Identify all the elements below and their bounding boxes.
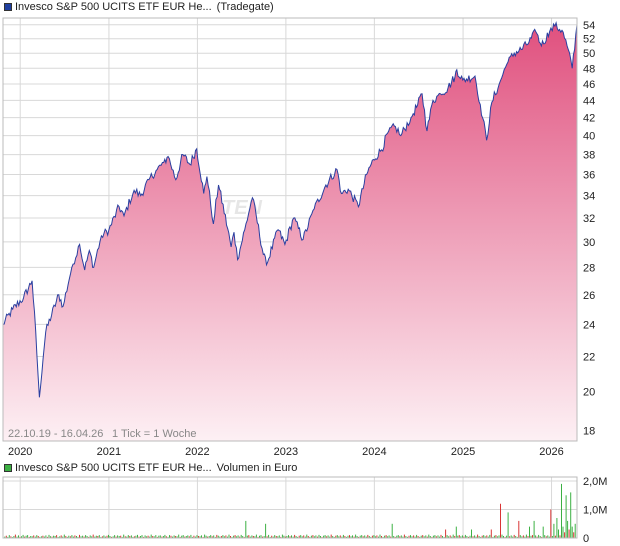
- volume-bars: [4, 483, 576, 538]
- volume-y-tick-label: 0: [583, 533, 589, 545]
- y-tick-label: 22: [583, 351, 595, 363]
- date-range-label: 22.10.19 - 16.04.26: [8, 428, 103, 440]
- x-tick-label: 2022: [185, 446, 209, 458]
- y-tick-label: 54: [583, 20, 595, 32]
- y-tick-label: 48: [583, 63, 595, 75]
- x-tick-label: 2021: [97, 446, 121, 458]
- volume-y-axis: 0 1,0M 2,0M: [583, 476, 607, 545]
- x-axis: 2020 2021 2022 2023 2024 2025 2026: [8, 446, 564, 458]
- price-area: [3, 22, 577, 442]
- y-tick-label: 40: [583, 131, 595, 143]
- price-y-axis: 18 20 22 24 26 28 30 32 34 36 38 40 42 44 46 48 50 52 54: [583, 20, 595, 438]
- volume-grid: [3, 477, 577, 538]
- y-tick-label: 20: [583, 387, 595, 399]
- y-tick-label: 30: [583, 237, 595, 249]
- y-tick-label: 50: [583, 48, 595, 60]
- y-tick-label: 44: [583, 95, 595, 107]
- y-tick-label: 26: [583, 290, 595, 302]
- price-line: [2, 20, 578, 398]
- volume-y-tick-label: 1,0M: [583, 505, 607, 517]
- price-plot-frame: [2, 17, 578, 442]
- volume-legend-unit: Volumen in Euro: [216, 462, 298, 474]
- x-tick-label: 2026: [539, 446, 563, 458]
- y-tick-label: 34: [583, 191, 595, 203]
- y-tick-label: 46: [583, 79, 595, 91]
- price-legend-exchange: (Tradegate): [216, 1, 274, 13]
- x-tick-label: 2024: [362, 446, 386, 458]
- volume-plot-frame: [2, 476, 578, 539]
- y-tick-label: 52: [583, 34, 595, 46]
- volume-y-tick-label: 2,0M: [583, 476, 607, 488]
- price-legend: Invesco S&P 500 UCITS ETF EUR He... (Tra…: [4, 0, 274, 14]
- y-tick-label: 18: [583, 426, 595, 438]
- tick-interval-label: 1 Tick = 1 Woche: [112, 428, 196, 440]
- price-legend-name: Invesco S&P 500 UCITS ETF EUR He...: [15, 1, 212, 13]
- price-legend-swatch: [4, 3, 12, 11]
- volume-legend-name: Invesco S&P 500 UCITS ETF EUR He...: [15, 462, 212, 474]
- volume-legend-swatch: [4, 464, 12, 472]
- y-tick-label: 42: [583, 113, 595, 125]
- y-tick-label: 32: [583, 213, 595, 225]
- x-tick-label: 2020: [8, 446, 32, 458]
- y-tick-label: 24: [583, 319, 595, 331]
- x-tick-label: 2023: [274, 446, 298, 458]
- volume-legend: Invesco S&P 500 UCITS ETF EUR He... Volu…: [4, 461, 297, 475]
- y-tick-label: 38: [583, 150, 595, 162]
- y-tick-label: 36: [583, 170, 595, 182]
- x-tick-label: 2025: [451, 446, 475, 458]
- y-tick-label: 28: [583, 262, 595, 274]
